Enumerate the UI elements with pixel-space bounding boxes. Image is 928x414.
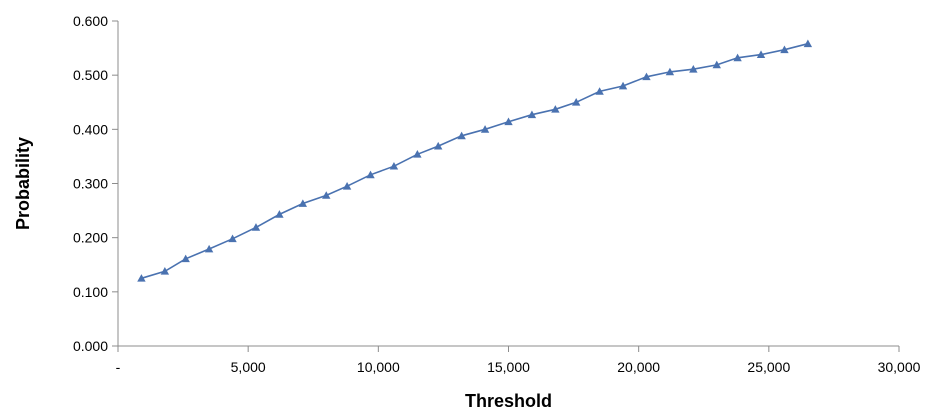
data-point bbox=[595, 87, 604, 95]
y-tick-label: 0.400 bbox=[73, 121, 108, 137]
series-line bbox=[141, 42, 809, 280]
data-point bbox=[322, 191, 331, 199]
data-point bbox=[480, 125, 490, 133]
x-axis-title: Threshold bbox=[465, 391, 552, 411]
plot-area bbox=[137, 39, 813, 282]
data-point bbox=[780, 45, 789, 54]
data-point bbox=[642, 72, 651, 81]
data-point bbox=[413, 150, 422, 158]
data-point bbox=[275, 210, 284, 218]
x-tick-label: 20,000 bbox=[617, 359, 660, 375]
y-tick-label: 0.300 bbox=[73, 176, 108, 192]
data-point bbox=[137, 274, 146, 282]
data-point bbox=[366, 170, 375, 179]
data-point bbox=[181, 254, 190, 263]
data-point bbox=[665, 67, 675, 76]
y-tick-label: 0.600 bbox=[73, 13, 108, 29]
data-point bbox=[457, 131, 466, 140]
data-point bbox=[160, 267, 170, 275]
y-tick-label: 0.500 bbox=[73, 67, 108, 83]
data-point bbox=[527, 110, 537, 119]
data-point bbox=[342, 182, 352, 190]
data-point bbox=[204, 244, 214, 253]
data-point bbox=[251, 223, 261, 231]
data-point bbox=[504, 117, 513, 126]
data-point bbox=[389, 161, 399, 170]
x-tick-label: 15,000 bbox=[487, 359, 530, 375]
y-axis: 0.000 0.100 0.200 0.300 0.400 0.500 0.600 bbox=[73, 13, 119, 354]
x-tick-label: - bbox=[116, 359, 121, 375]
data-point bbox=[618, 81, 628, 90]
x-tick-label: 5,000 bbox=[231, 359, 266, 375]
data-point bbox=[803, 39, 813, 48]
data-point bbox=[571, 98, 581, 106]
y-tick-label: 0.100 bbox=[73, 284, 108, 300]
data-point bbox=[689, 65, 698, 73]
data-point bbox=[551, 105, 560, 113]
data-point bbox=[434, 141, 443, 150]
data-point bbox=[228, 234, 237, 243]
y-tick-label: 0.000 bbox=[73, 338, 108, 354]
data-point bbox=[712, 60, 721, 69]
x-axis: - 5,000 10,000 15,000 20,000 25,000 30,000 bbox=[116, 345, 921, 375]
data-point bbox=[733, 53, 742, 62]
y-axis-title: Probability bbox=[13, 137, 33, 230]
x-tick-label: 25,000 bbox=[747, 359, 790, 375]
x-tick-label: 10,000 bbox=[357, 359, 400, 375]
x-tick-label: 30,000 bbox=[878, 359, 921, 375]
y-tick-label: 0.200 bbox=[73, 230, 108, 246]
data-point bbox=[298, 199, 308, 207]
data-point bbox=[756, 50, 766, 58]
